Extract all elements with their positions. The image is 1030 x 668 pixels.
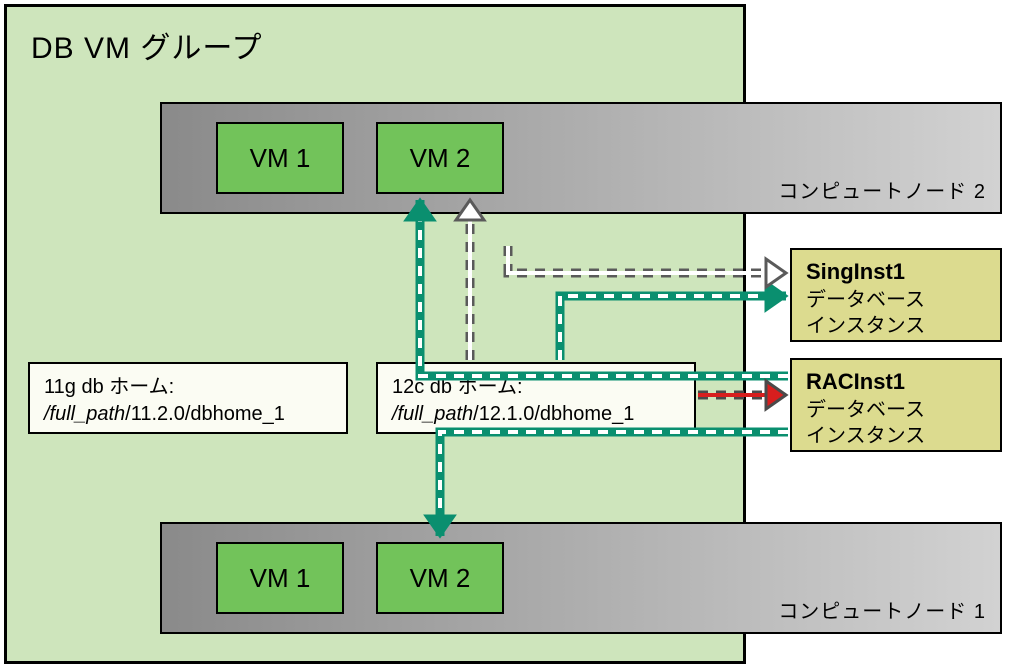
vm-bottom-2: VM 2 bbox=[376, 542, 504, 614]
dbhome-12c-label: 12c db ホーム: bbox=[392, 376, 523, 398]
instance-singinst1-line1: データベース bbox=[806, 287, 986, 313]
vm-label: VM 2 bbox=[410, 563, 471, 594]
compute-node-1-label: コンピュートノード 1 bbox=[778, 595, 986, 624]
dbhome-11g-path-rest: /11.2.0/dbhome_1 bbox=[125, 403, 285, 425]
dbhome-12c: 12c db ホーム: /full_path/12.1.0/dbhome_1 bbox=[376, 362, 696, 434]
group-title: DB VM グループ bbox=[31, 23, 263, 67]
dbhome-11g-path-prefix: /full_path bbox=[44, 403, 125, 425]
instance-singinst1-title: SingInst1 bbox=[806, 258, 986, 287]
instance-racinst1-title: RACInst1 bbox=[806, 368, 986, 397]
instance-racinst1: RACInst1 データベース インスタンス bbox=[790, 358, 1002, 452]
dbhome-12c-path-rest: /12.1.0/dbhome_1 bbox=[473, 403, 634, 425]
vm-label: VM 2 bbox=[410, 143, 471, 174]
instance-racinst1-line1: データベース bbox=[806, 397, 986, 423]
dbhome-12c-path-prefix: /full_path bbox=[392, 403, 473, 425]
dbhome-11g-label: 11g db ホーム: bbox=[44, 376, 174, 398]
vm-label: VM 1 bbox=[250, 143, 311, 174]
instance-singinst1-line2: インスタンス bbox=[806, 313, 986, 339]
vm-top-1: VM 1 bbox=[216, 122, 344, 194]
instance-racinst1-line2: インスタンス bbox=[806, 423, 986, 449]
instance-singinst1: SingInst1 データベース インスタンス bbox=[790, 248, 1002, 342]
dbhome-11g: 11g db ホーム: /full_path/11.2.0/dbhome_1 bbox=[28, 362, 348, 434]
vm-label: VM 1 bbox=[250, 563, 311, 594]
compute-node-2-label: コンピュートノード 2 bbox=[778, 175, 986, 204]
vm-bottom-1: VM 1 bbox=[216, 542, 344, 614]
vm-top-2: VM 2 bbox=[376, 122, 504, 194]
